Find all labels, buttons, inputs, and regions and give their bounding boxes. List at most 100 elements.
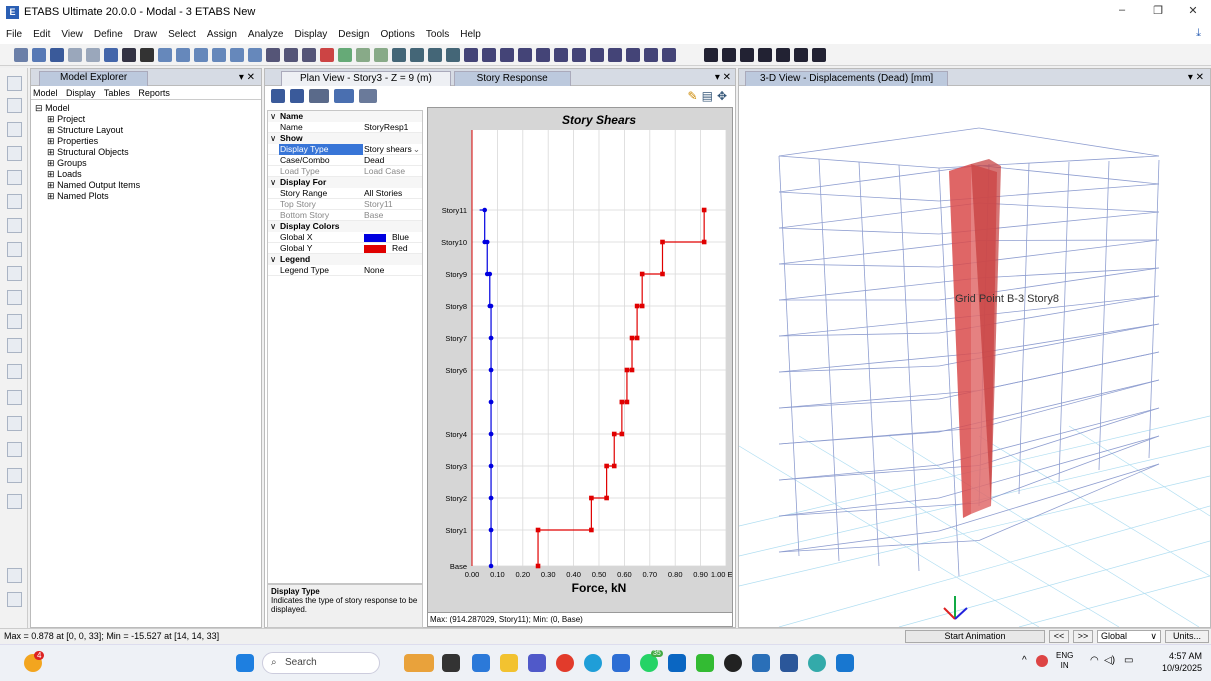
dropdown-icon[interactable]: ⌄	[412, 144, 420, 154]
move-down-icon[interactable]	[374, 47, 388, 62]
draw-wall-stack-tool-icon[interactable]	[7, 442, 22, 457]
object-shrink-icon[interactable]	[410, 47, 424, 62]
section-display-colors[interactable]: ∨ Display Colors	[268, 221, 422, 232]
edge-icon[interactable]	[584, 654, 602, 672]
prop-story-range[interactable]: Story Range All Stories	[268, 188, 422, 199]
expand-icon[interactable]: ⊞	[47, 114, 55, 124]
close-button[interactable]: ✕	[1188, 5, 1198, 17]
next-button[interactable]: >>	[1073, 630, 1093, 643]
explorer-tab-model[interactable]: Model	[33, 88, 58, 98]
file-icon[interactable]	[359, 89, 377, 103]
pointer-icon[interactable]	[7, 76, 22, 91]
menu-analyze[interactable]: Analyze	[247, 28, 284, 40]
section-legend[interactable]: ∨ Legend	[268, 254, 422, 265]
clock[interactable]: 4:57 AM 10/9/2025	[1161, 651, 1202, 673]
zoom-previous-icon[interactable]	[230, 47, 244, 62]
draw-stair-tool-icon[interactable]	[7, 468, 22, 483]
draw-slab-icon[interactable]	[554, 47, 568, 62]
tab-3d-view[interactable]: 3-D View - Displacements (Dead) [mm]	[745, 70, 949, 86]
explorer-pin-close[interactable]: ▾ ✕	[238, 71, 255, 83]
save-icon[interactable]	[50, 47, 64, 62]
draw-tendon-tool-icon[interactable]	[7, 338, 22, 353]
prop-display-type[interactable]: Display Type Story shears ⌄	[268, 144, 422, 155]
tab-plan-view[interactable]: Plan View - Story3 - Z = 9 (m)	[281, 70, 451, 86]
section-display-for[interactable]: ∨ Display For	[268, 177, 422, 188]
section-plate-icon[interactable]	[776, 47, 790, 62]
prop-global-y[interactable]: Global Y Red	[268, 243, 422, 254]
3d-view-pin-close[interactable]: ▾ ✕	[1187, 71, 1204, 83]
pan-icon[interactable]	[248, 47, 262, 62]
view-elevation-icon[interactable]	[302, 47, 316, 62]
draw-wall-tool-icon[interactable]	[7, 266, 22, 281]
zoom-window-icon[interactable]	[158, 47, 172, 62]
view-3d-icon[interactable]	[266, 47, 280, 62]
menu-help[interactable]: Help	[460, 28, 481, 40]
prop-legend-type[interactable]: Legend Type None	[268, 265, 422, 276]
section-double-icon[interactable]	[758, 47, 772, 62]
expand-icon[interactable]: ⊞	[47, 125, 55, 135]
properties-icon[interactable]: ▤	[701, 89, 713, 103]
menu-display[interactable]: Display	[294, 28, 328, 40]
draw-opening-icon[interactable]	[572, 47, 586, 62]
menu-define[interactable]: Define	[93, 28, 123, 40]
tree-item-structure-layout[interactable]: ⊞ Structure Layout	[47, 125, 124, 135]
select-all-icon[interactable]	[7, 568, 22, 583]
tab-story-response[interactable]: Story Response	[453, 70, 571, 86]
draw-dimension-tool-icon[interactable]	[7, 390, 22, 405]
model-explorer-tab[interactable]: Model Explorer	[39, 70, 149, 86]
lock-icon[interactable]	[122, 47, 136, 62]
draw-dimension-icon[interactable]	[626, 47, 640, 62]
section-channel-icon[interactable]	[794, 47, 808, 62]
draw-line-icon[interactable]	[7, 122, 22, 137]
widgets-icon[interactable]	[404, 654, 434, 672]
minimize-button[interactable]: –	[1118, 4, 1126, 16]
pencil-icon[interactable]: ✎	[687, 89, 698, 103]
restore-button[interactable]: ❐	[1153, 5, 1163, 17]
run-analysis-icon[interactable]	[140, 47, 154, 62]
draw-beam-tool-icon[interactable]	[7, 170, 22, 185]
menu-assign[interactable]: Assign	[206, 28, 237, 40]
zoom-out-icon[interactable]	[212, 47, 226, 62]
task-view-icon[interactable]	[442, 654, 460, 672]
linkedin-icon[interactable]	[668, 654, 686, 672]
color-icon[interactable]	[428, 47, 442, 62]
rotate-icon[interactable]	[320, 47, 334, 62]
open-icon[interactable]	[32, 47, 46, 62]
menu-edit[interactable]: Edit	[33, 28, 51, 40]
pencil-icon[interactable]	[104, 47, 118, 62]
volume-icon[interactable]: ◁)	[1104, 655, 1116, 666]
undo-icon[interactable]	[68, 47, 82, 62]
word-icon[interactable]	[780, 654, 798, 672]
expand-icon[interactable]: ⊞	[47, 180, 55, 190]
draw-wall-icon[interactable]	[536, 47, 550, 62]
etabs-taskbar-icon[interactable]	[752, 654, 770, 672]
draw-link-icon[interactable]	[590, 47, 604, 62]
language-indicator[interactable]: ENG IN	[1056, 651, 1074, 670]
menu-select[interactable]: Select	[168, 28, 196, 40]
zoom-in-icon[interactable]	[194, 47, 208, 62]
draw-column-tool-icon[interactable]	[7, 146, 22, 161]
select-previous-icon[interactable]	[7, 592, 22, 607]
tree-item-named-plots[interactable]: ⊞ Named Plots	[47, 191, 109, 201]
prop-name[interactable]: Name StoryResp1	[268, 122, 422, 133]
draw-section-cut-icon[interactable]	[608, 47, 622, 62]
previous-button[interactable]: <<	[1049, 630, 1069, 643]
section-i-icon[interactable]	[704, 47, 718, 62]
table-icon[interactable]	[334, 89, 354, 103]
menu-tools[interactable]: Tools	[425, 28, 450, 40]
whatsapp-icon[interactable]	[640, 654, 658, 672]
reshape-icon[interactable]	[7, 98, 22, 113]
draw-ramp-tool-icon[interactable]	[7, 494, 22, 509]
move-up-icon[interactable]	[356, 47, 370, 62]
prop-case-combo[interactable]: Case/Combo Dead	[268, 155, 422, 166]
export-picture-icon[interactable]	[309, 89, 329, 103]
copilot-icon[interactable]	[472, 654, 490, 672]
expand-icon[interactable]: ⊞	[47, 169, 55, 179]
menu-file[interactable]: File	[6, 28, 23, 40]
explorer-tab-reports[interactable]: Reports	[138, 88, 170, 98]
draw-opening-tool-icon[interactable]	[7, 290, 22, 305]
view-plan-icon[interactable]	[284, 47, 298, 62]
tree-item-project[interactable]: ⊞ Project	[47, 114, 86, 124]
section-show[interactable]: ∨ Show	[268, 133, 422, 144]
draw-column-icon[interactable]	[500, 47, 514, 62]
